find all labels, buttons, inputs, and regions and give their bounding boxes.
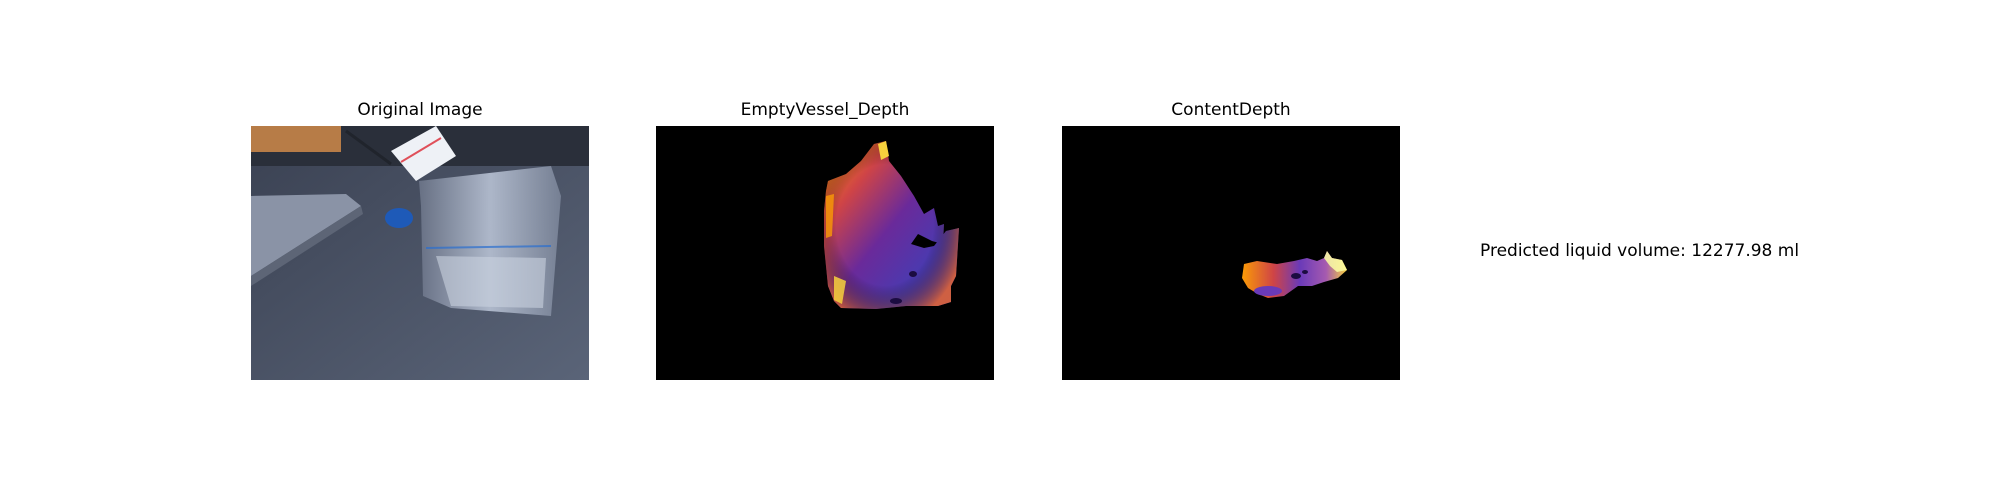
original-image-panel: Original Image xyxy=(251,100,589,380)
content-depth-map xyxy=(1062,126,1400,380)
original-image-title: Original Image xyxy=(357,100,483,120)
content-depth-title: ContentDepth xyxy=(1171,100,1291,120)
empty-vessel-depth-panel: EmptyVessel_Depth xyxy=(656,100,994,380)
empty-vessel-depth-map xyxy=(656,126,994,380)
empty-vessel-depth-title: EmptyVessel_Depth xyxy=(740,100,910,120)
original-image-photo xyxy=(251,126,589,380)
predicted-volume-text: Predicted liquid volume: 12277.98 ml xyxy=(1480,241,1800,261)
content-depth-panel: ContentDepth xyxy=(1062,100,1400,380)
